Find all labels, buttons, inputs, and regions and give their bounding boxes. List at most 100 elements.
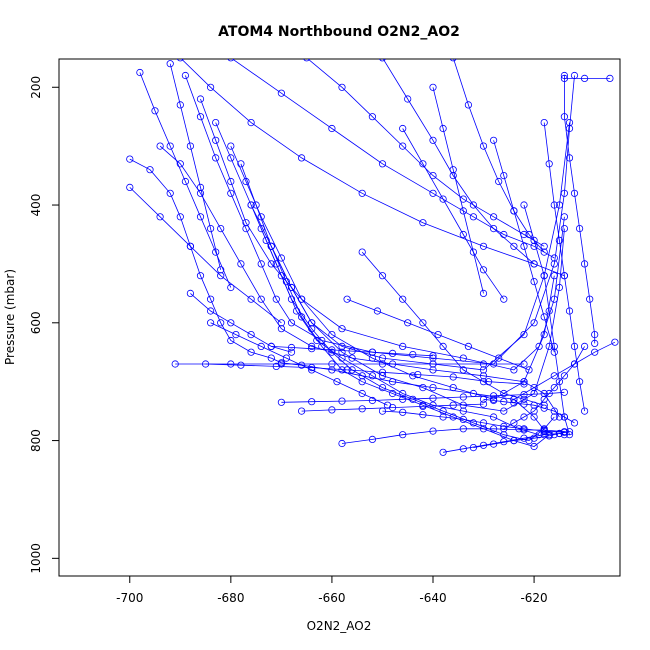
data-point xyxy=(388,389,397,398)
data-point xyxy=(545,307,553,315)
data-point xyxy=(429,383,437,392)
data-point xyxy=(227,154,235,162)
chart-title: ATOM4 Northbound O2N2_AO2 xyxy=(218,24,460,40)
data-point xyxy=(328,124,336,133)
series-13-line xyxy=(281,391,565,403)
data-point xyxy=(287,319,296,327)
data-point xyxy=(358,389,366,398)
data-point xyxy=(181,71,189,80)
data-point xyxy=(328,406,336,414)
data-point xyxy=(560,372,569,380)
data-point xyxy=(378,360,387,368)
series-11-line xyxy=(205,363,525,385)
data-point xyxy=(267,242,275,250)
data-point xyxy=(247,295,255,303)
data-point xyxy=(176,101,184,109)
data-point xyxy=(328,360,336,368)
data-point xyxy=(459,425,467,433)
data-point xyxy=(530,383,538,392)
data-point xyxy=(282,277,290,286)
data-point xyxy=(277,319,285,327)
data-point xyxy=(580,342,589,350)
data-point xyxy=(399,395,407,403)
data-point xyxy=(580,407,589,415)
data-point xyxy=(247,119,255,127)
data-point xyxy=(257,260,265,268)
data-point xyxy=(449,172,457,180)
data-layer xyxy=(126,59,619,456)
data-point xyxy=(459,445,467,453)
data-point xyxy=(388,403,397,412)
data-point xyxy=(333,378,341,386)
data-point xyxy=(500,431,508,439)
data-point xyxy=(399,142,407,150)
data-point xyxy=(555,236,564,244)
data-point xyxy=(479,266,488,274)
series-32-line xyxy=(402,128,505,300)
series-8-line xyxy=(260,228,555,442)
data-point xyxy=(495,177,503,186)
data-point xyxy=(308,366,316,374)
data-point xyxy=(272,260,280,268)
data-point xyxy=(510,242,518,250)
data-point xyxy=(212,248,220,256)
series-37-line xyxy=(301,403,484,412)
data-point xyxy=(287,343,296,352)
data-point xyxy=(196,113,205,121)
data-point xyxy=(540,248,548,256)
data-point xyxy=(429,354,437,362)
data-point xyxy=(343,366,351,374)
data-point xyxy=(186,242,194,250)
data-point xyxy=(540,395,548,403)
data-point xyxy=(570,360,579,368)
data-point xyxy=(227,319,235,327)
series-19-line xyxy=(307,59,545,247)
data-point xyxy=(439,342,447,350)
data-point xyxy=(287,348,296,356)
data-point xyxy=(479,360,488,368)
data-point xyxy=(510,436,518,445)
data-point xyxy=(196,183,205,191)
data-point xyxy=(348,347,356,355)
data-point xyxy=(136,68,144,77)
data-point xyxy=(510,419,518,427)
data-point xyxy=(550,407,558,415)
data-point xyxy=(429,427,437,435)
data-point xyxy=(545,389,553,398)
data-point xyxy=(459,407,467,415)
data-point xyxy=(530,389,538,398)
data-point xyxy=(429,189,437,197)
series-33-line xyxy=(432,87,484,294)
data-point xyxy=(399,389,407,398)
data-point xyxy=(247,201,255,209)
data-point xyxy=(207,83,215,91)
data-point xyxy=(358,189,366,197)
series-40-line xyxy=(139,72,232,288)
data-point xyxy=(419,160,427,168)
data-point xyxy=(399,124,407,133)
data-point xyxy=(550,372,558,380)
data-point xyxy=(540,330,548,339)
data-point xyxy=(237,361,245,369)
data-point xyxy=(207,307,215,315)
data-point xyxy=(297,407,306,415)
data-point xyxy=(358,248,366,256)
data-point xyxy=(479,400,488,408)
x-tick-label: -680 xyxy=(217,591,244,605)
data-point xyxy=(237,260,245,268)
data-point xyxy=(378,368,387,376)
data-point xyxy=(520,400,528,408)
data-point xyxy=(358,378,366,386)
data-point xyxy=(540,119,548,127)
data-point xyxy=(378,383,387,392)
series-23-line xyxy=(543,122,585,412)
data-point xyxy=(540,272,548,280)
data-point xyxy=(378,272,387,280)
data-point xyxy=(419,383,427,392)
data-point xyxy=(449,166,457,174)
data-point xyxy=(252,201,260,209)
x-tick-label: -660 xyxy=(318,591,345,605)
data-point xyxy=(308,345,316,353)
data-point xyxy=(419,402,427,410)
data-point xyxy=(338,83,346,91)
